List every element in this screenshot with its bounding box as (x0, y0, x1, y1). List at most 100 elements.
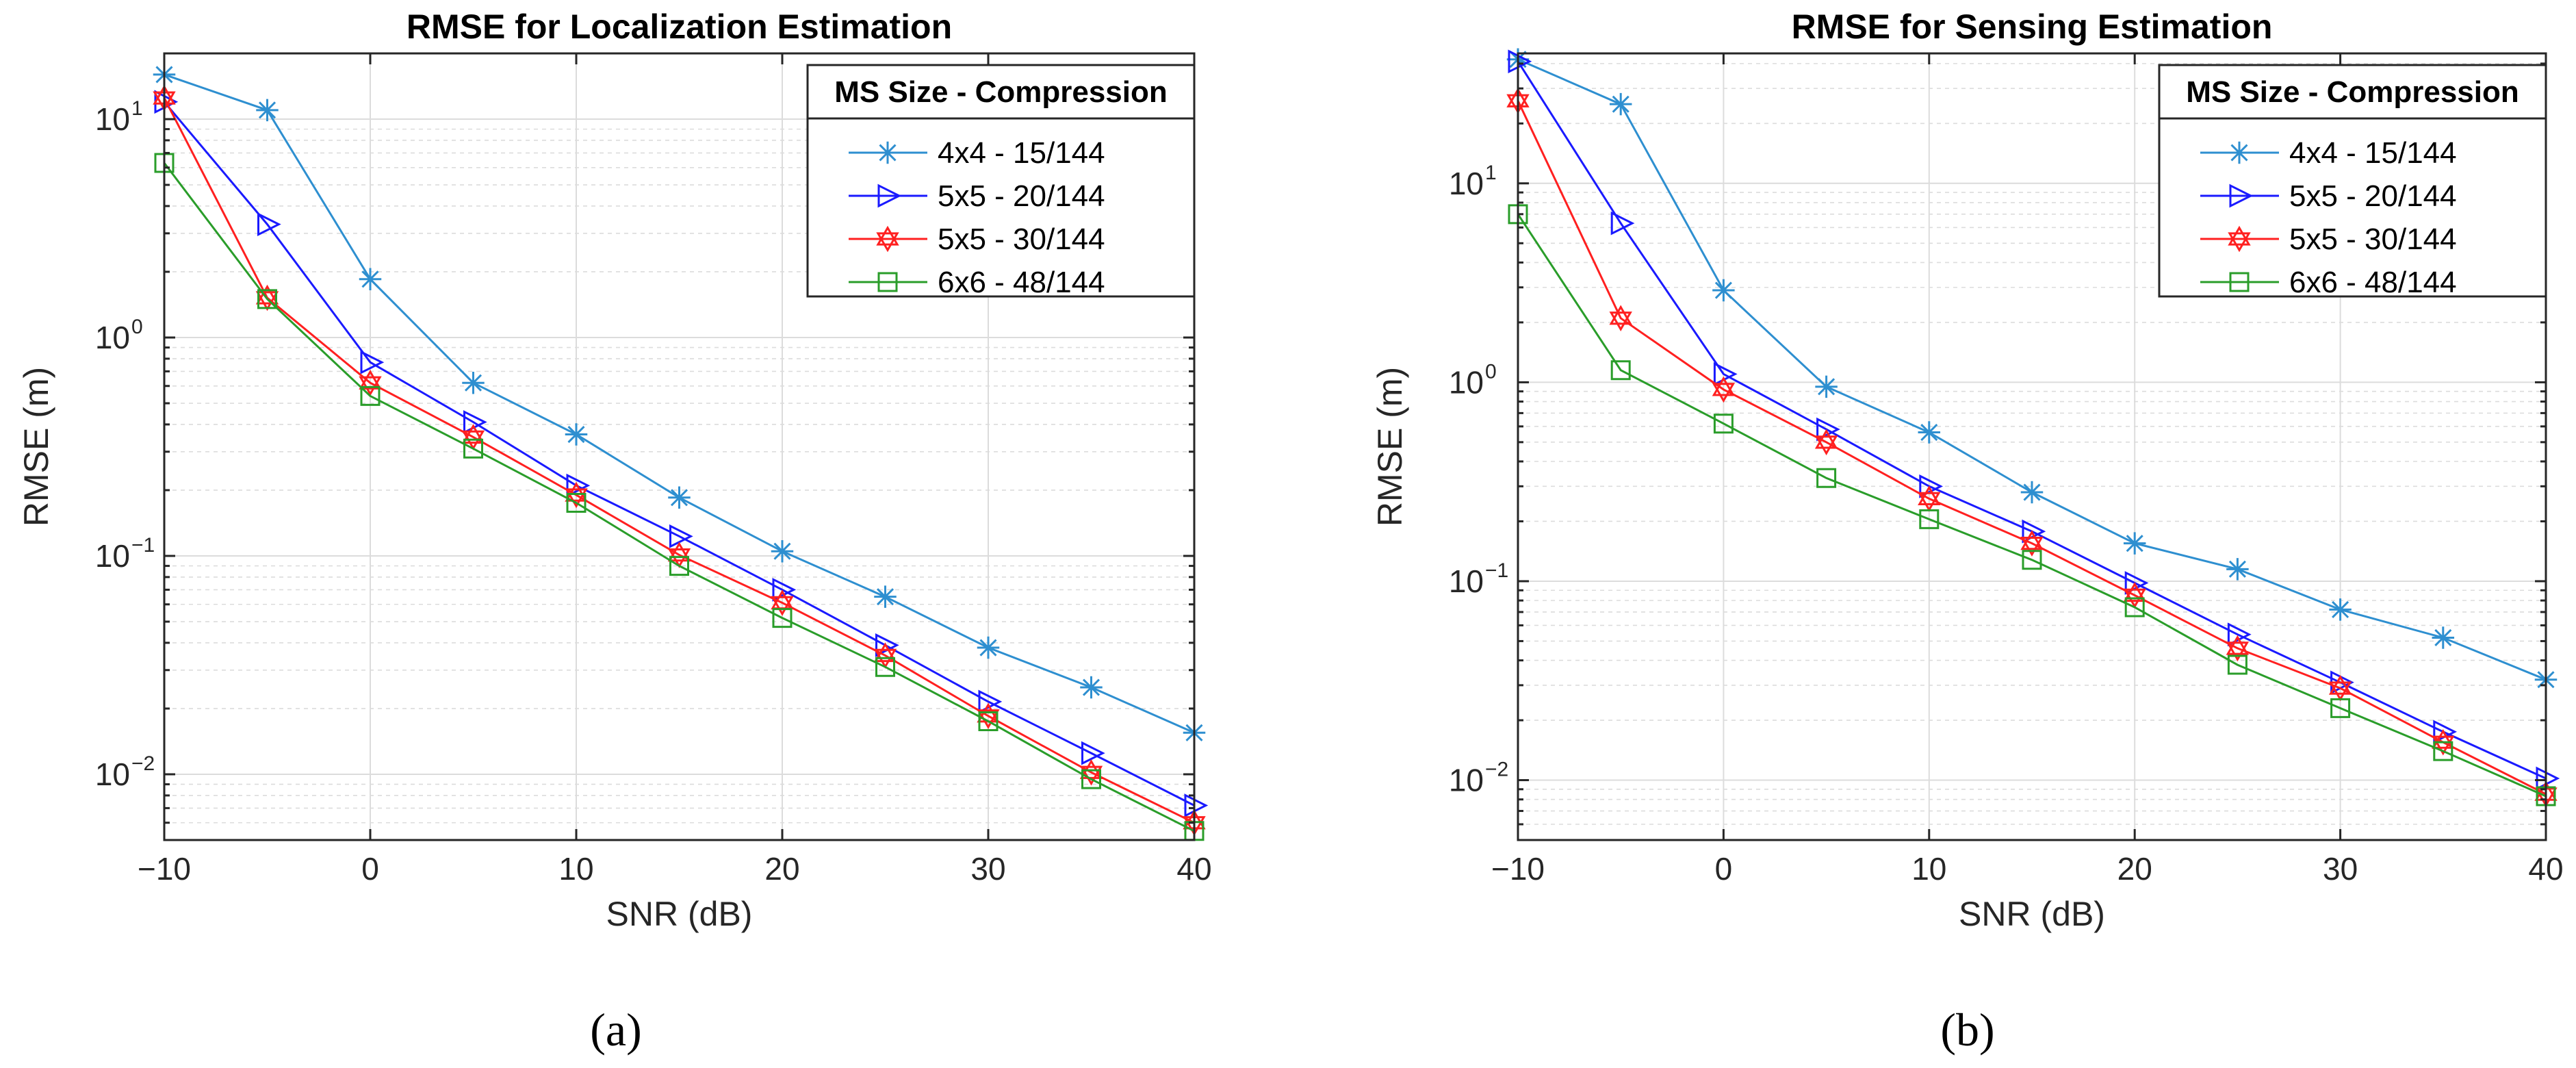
y-axis-label: RMSE (m) (1371, 367, 1409, 526)
data-point (874, 585, 897, 608)
x-tick-label: 10 (1911, 851, 1946, 887)
y-tick-exponent: 1 (131, 97, 143, 120)
axes-frame (1517, 52, 2547, 841)
data-point (359, 370, 382, 396)
data-point (463, 438, 483, 459)
data-point (360, 350, 385, 374)
data-point (2329, 598, 2352, 621)
series-line (163, 97, 1195, 824)
legend-label: 4x4 - 15/144 (2289, 136, 2457, 170)
y-tick-label: 10 (95, 538, 130, 574)
data-point (1081, 741, 1105, 765)
series-line (1517, 213, 2547, 798)
legend-box (2158, 64, 2547, 298)
legend-entry: 5x5 - 30/144 (849, 222, 1105, 256)
data-point (2226, 558, 2249, 581)
data-point (462, 371, 485, 394)
data-point (2227, 654, 2247, 675)
chart-title: RMSE for Sensing Estimation (1792, 8, 2273, 46)
data-point (1609, 305, 1632, 331)
data-point (1815, 375, 1838, 398)
y-tick-label: 10 (1449, 763, 1484, 798)
y-tick-label: 10 (1449, 563, 1484, 599)
series-2 (1506, 88, 2558, 808)
data-point (2020, 481, 2044, 504)
data-point (977, 636, 1000, 659)
x-tick-label: 30 (2323, 851, 2358, 887)
legend-label: 4x4 - 15/144 (938, 136, 1105, 170)
y-tick-exponent: 0 (131, 316, 143, 338)
data-point (669, 524, 693, 548)
legend: MS Size - Compression 4x4 - 15/144 5x5 - 2… (2158, 64, 2547, 299)
data-point (1508, 204, 1528, 225)
data-point (669, 556, 689, 576)
data-point (2226, 635, 2250, 662)
legend-label: 5x5 - 20/144 (938, 179, 1105, 213)
data-point (2124, 597, 2145, 618)
chart-title: RMSE for Localization Estimation (407, 8, 952, 46)
data-point (1184, 821, 1205, 841)
y-tick-label: 10 (95, 756, 130, 792)
y-tick-label: 10 (95, 101, 130, 137)
data-point (1919, 509, 1940, 529)
legend-entry: 6x6 - 48/144 (849, 266, 1105, 299)
legend-marker (876, 225, 899, 253)
x-tick-label: −10 (1491, 851, 1545, 887)
data-point (257, 212, 281, 236)
x-tick-label: 40 (1176, 851, 1211, 887)
x-tick-label: 0 (1715, 851, 1733, 887)
legend-marker (876, 141, 899, 164)
data-point (771, 539, 794, 563)
data-point (565, 423, 588, 446)
legend-entry: 4x4 - 15/144 (849, 136, 1105, 170)
data-point (566, 492, 587, 513)
data-point (566, 473, 591, 498)
data-point (2432, 729, 2455, 756)
data-point (2123, 532, 2146, 555)
series-line (1517, 100, 2547, 796)
legend-title: MS Size - Compression (834, 75, 1168, 109)
data-point (1081, 769, 1101, 789)
x-tick-label: 10 (558, 851, 593, 887)
legend-label: 5x5 - 20/144 (2289, 179, 2457, 213)
y-tick-exponent: −2 (131, 752, 155, 775)
data-point (2432, 626, 2455, 649)
data-point (1080, 676, 1103, 699)
data-point (875, 657, 895, 677)
x-axis-label: SNR (dB) (606, 895, 753, 933)
legend-entry: 4x4 - 15/144 (2200, 136, 2457, 170)
data-point (1712, 279, 1735, 302)
data-point (565, 481, 588, 509)
data-point (772, 608, 793, 628)
series-3 (1508, 204, 2556, 806)
data-point (1713, 414, 1734, 434)
data-point (360, 385, 381, 406)
legend-label: 5x5 - 30/144 (938, 222, 1105, 256)
y-tick-exponent: 1 (1485, 162, 1497, 184)
data-point (668, 486, 691, 509)
x-tick-label: 20 (764, 851, 799, 887)
data-point (1918, 485, 1941, 512)
data-point (2433, 741, 2453, 761)
data-point (978, 711, 999, 731)
legend-label: 6x6 - 48/144 (2289, 266, 2457, 299)
series-line (163, 101, 1195, 806)
y-tick-label: 10 (1449, 364, 1484, 400)
y-axis-label: RMSE (m) (17, 367, 55, 526)
legend-entry: 5x5 - 30/144 (2200, 222, 2457, 256)
legend-marker (2228, 225, 2251, 253)
data-point (1816, 468, 1837, 488)
legend-label: 5x5 - 30/144 (2289, 222, 2457, 256)
subfigure-label-b: (b) (1940, 1004, 1994, 1056)
legend-entry: 6x6 - 48/144 (2200, 266, 2457, 299)
y-tick-exponent: −1 (1485, 559, 1508, 582)
data-point (257, 289, 277, 309)
legend-marker (877, 272, 898, 292)
legend-marker (2229, 183, 2254, 208)
data-point (2022, 550, 2042, 570)
y-tick-label: 10 (1449, 166, 1484, 201)
data-point (1610, 360, 1631, 381)
series-line (163, 162, 1195, 832)
